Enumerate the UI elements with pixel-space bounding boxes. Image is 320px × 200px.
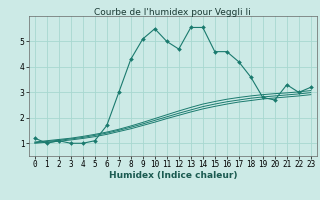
X-axis label: Humidex (Indice chaleur): Humidex (Indice chaleur) [108,171,237,180]
Title: Courbe de l'humidex pour Veggli Ii: Courbe de l'humidex pour Veggli Ii [94,8,251,17]
